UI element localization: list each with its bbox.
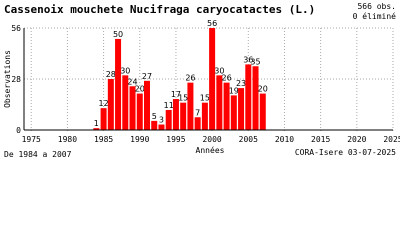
value-label: 17: [171, 90, 181, 99]
value-label: 11: [164, 101, 174, 110]
value-label: 1: [94, 119, 99, 128]
bar: [172, 99, 179, 130]
bar: [144, 80, 150, 130]
bar: [151, 120, 158, 130]
x-tick-label: 1995: [166, 135, 185, 144]
x-tick-label: 1980: [58, 135, 77, 144]
bar: [245, 64, 252, 130]
count-label: 566 obs.: [357, 2, 396, 11]
value-label: 24: [127, 77, 137, 86]
bar: [136, 93, 143, 130]
value-label: 50: [113, 30, 123, 39]
bar: [223, 82, 230, 130]
value-label: 5: [152, 112, 157, 121]
value-label: 56: [207, 19, 217, 28]
y-tick-label: 56: [11, 24, 21, 33]
bar: [216, 75, 223, 130]
bar: [201, 102, 208, 130]
bar: [122, 75, 129, 130]
y-tick-label: 28: [11, 75, 21, 84]
x-tick-label: 2010: [275, 135, 294, 144]
y-axis-label: Observations: [3, 50, 12, 108]
value-label: 26: [185, 74, 195, 83]
bar: [100, 108, 107, 130]
value-label: 30: [120, 66, 130, 75]
value-label: 12: [98, 99, 108, 108]
value-label: 15: [178, 94, 188, 103]
value-label: 28: [106, 70, 116, 79]
value-label: 15: [200, 94, 210, 103]
value-label: 36: [243, 55, 253, 64]
x-tick-label: 2020: [347, 135, 366, 144]
value-label: 26: [221, 74, 231, 83]
x-axis-label: Années: [196, 145, 225, 155]
bar: [187, 82, 194, 130]
x-tick-label: 2000: [202, 135, 221, 144]
bar: [230, 95, 237, 130]
value-label: 7: [195, 108, 200, 117]
bar: [93, 128, 100, 130]
y-tick-label: 0: [16, 126, 21, 135]
footer-right: CORA-Isere 03-07-2025: [295, 148, 396, 157]
value-label: 20: [135, 85, 145, 94]
value-label: 19: [229, 86, 239, 95]
footer-left: De 1984 a 2007: [4, 150, 72, 159]
bar: [129, 86, 136, 130]
bar: [259, 93, 266, 130]
value-label: 20: [258, 85, 268, 94]
bar: [252, 66, 259, 130]
value-label: 3: [159, 116, 164, 125]
value-label: 35: [250, 57, 260, 66]
bar: [115, 38, 122, 130]
bar: [107, 79, 114, 130]
x-tick-label: 2025: [383, 135, 400, 144]
bar: [209, 28, 216, 130]
eliminated-label: 0 éliminé: [353, 11, 397, 21]
x-tick-label: 1990: [130, 135, 149, 144]
bar: [194, 117, 201, 130]
bar: [165, 109, 172, 130]
value-label: 27: [142, 72, 152, 81]
bar: [238, 88, 245, 130]
value-label: 30: [214, 66, 224, 75]
x-tick-label: 1975: [22, 135, 41, 144]
x-tick-label: 2005: [239, 135, 258, 144]
value-label: 23: [236, 79, 246, 88]
chart: Cassenoix mouchete Nucifraga caryocatact…: [3, 2, 400, 159]
x-tick-label: 2015: [311, 135, 330, 144]
chart-title: Cassenoix mouchete Nucifraga caryocatact…: [4, 3, 315, 16]
bar: [180, 102, 187, 130]
x-tick-label: 1985: [94, 135, 113, 144]
bar: [158, 124, 165, 130]
